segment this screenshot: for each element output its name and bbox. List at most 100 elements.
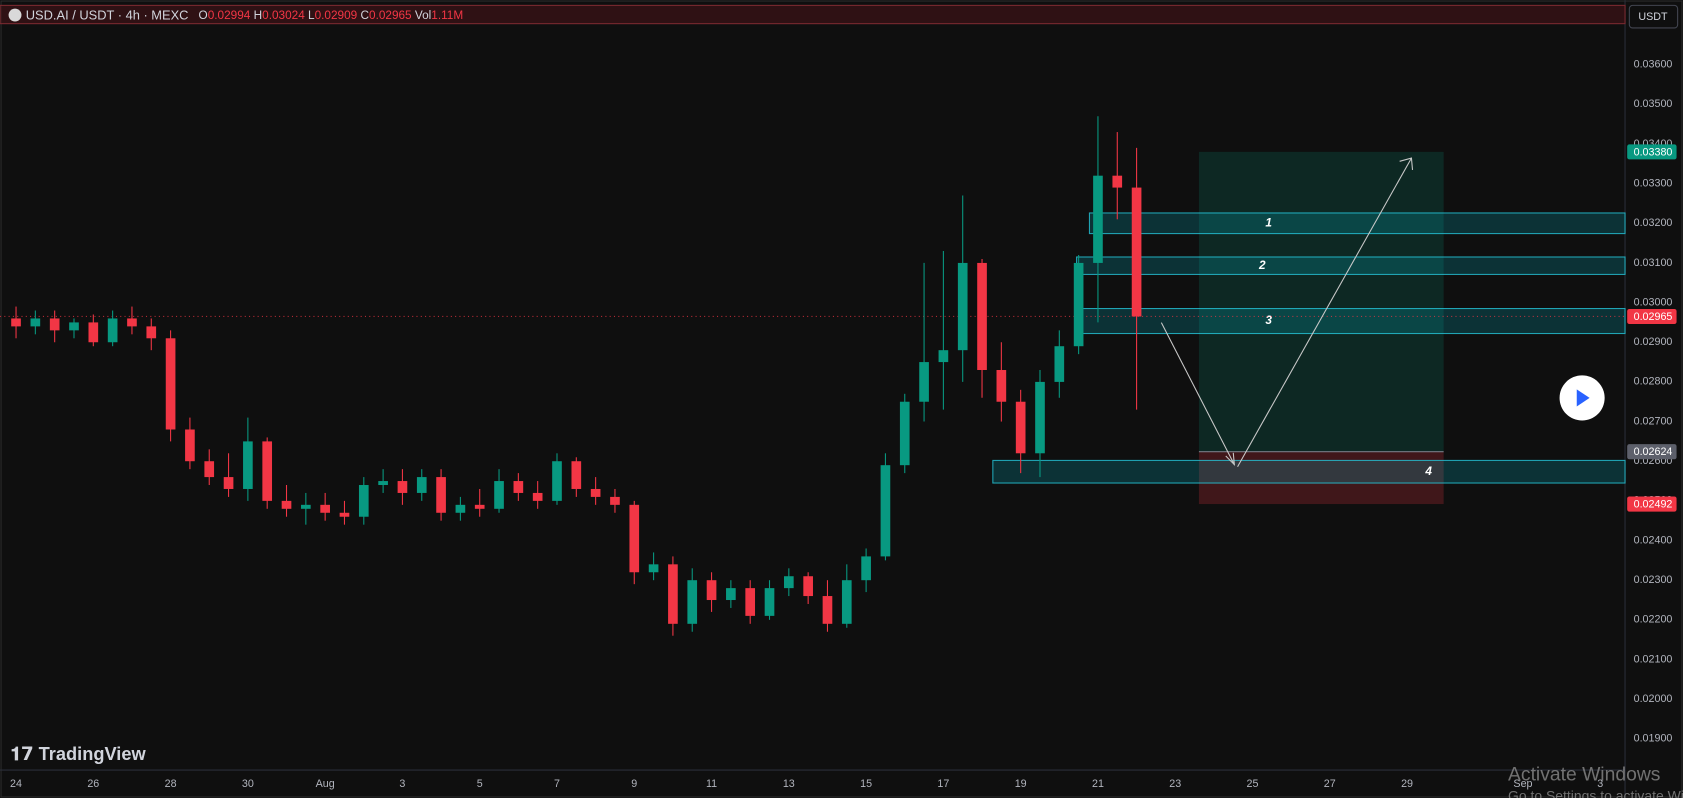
symbol: USD.AI / USDT · 4h · MEXC xyxy=(26,8,189,23)
candle-body xyxy=(1035,381,1045,454)
x-tick-label: 11 xyxy=(706,778,717,790)
price-badge-label: 0.03380 xyxy=(1634,146,1673,158)
x-tick-label: 26 xyxy=(87,778,99,790)
x-tick-label: 7 xyxy=(554,778,560,790)
x-tick-label: 25 xyxy=(1247,778,1259,790)
candle-body xyxy=(474,504,485,509)
candle-body xyxy=(88,322,99,343)
candle-body xyxy=(30,318,41,327)
arrow-down xyxy=(1160,322,1235,465)
play-icon[interactable] xyxy=(1576,389,1590,407)
arrow-head xyxy=(1225,452,1236,467)
arrow-up xyxy=(1237,157,1412,468)
price-badge-label: 0.02492 xyxy=(1634,498,1673,510)
candle-body xyxy=(223,477,234,489)
candle-body xyxy=(339,512,350,517)
y-tick-label: 0.02700 xyxy=(1634,415,1673,427)
candle-body xyxy=(726,588,736,601)
candle-body xyxy=(127,318,137,327)
brand: TradingView xyxy=(39,743,147,764)
x-tick-label: 24 xyxy=(10,778,22,790)
candle-body xyxy=(513,481,524,493)
x-tick-label: 29 xyxy=(1401,778,1413,790)
x-tick-label: Aug xyxy=(316,778,335,790)
zone-label: 2 xyxy=(1258,258,1266,272)
candle-body xyxy=(494,481,504,509)
x-tick-label: 17 xyxy=(937,778,949,790)
ohlc-part: 0.03024 xyxy=(262,8,305,22)
x-tick-label: 9 xyxy=(631,778,637,790)
symbol-icon xyxy=(8,8,22,22)
x-tick-label: 5 xyxy=(477,778,483,790)
zone xyxy=(1088,212,1626,235)
currency[interactable]: USDT xyxy=(1638,11,1668,23)
ohlc-part: Vol xyxy=(415,8,431,22)
candle-body xyxy=(590,488,601,497)
x-tick-label: 15 xyxy=(860,778,872,790)
candle-body xyxy=(977,262,987,371)
candle-body xyxy=(687,580,698,624)
candle-body xyxy=(378,481,388,486)
x-tick-label: 27 xyxy=(1324,778,1336,790)
price-badge-label: 0.02965 xyxy=(1634,311,1673,323)
x-tick-label: 28 xyxy=(165,778,177,790)
ohlc-part: 1.11M xyxy=(431,8,463,22)
candle-body xyxy=(938,350,949,363)
target-zone xyxy=(1198,151,1444,452)
tv-logo: 𝟏𝟳 xyxy=(11,743,34,764)
candle-body xyxy=(784,576,794,589)
y-tick-label: 0.02400 xyxy=(1634,534,1673,546)
candle-body xyxy=(610,496,620,505)
y-tick-label: 0.03000 xyxy=(1634,296,1673,308)
price-badge xyxy=(1627,144,1677,160)
candle-body xyxy=(1131,187,1142,317)
arrow-head xyxy=(1399,157,1414,170)
candle-body xyxy=(1015,401,1026,454)
ohlc-part: O xyxy=(199,8,208,22)
currency-button[interactable] xyxy=(1628,4,1679,29)
candle-body xyxy=(532,492,543,501)
candle-body xyxy=(764,588,775,616)
ohlc-part: 0.02909 xyxy=(315,8,358,22)
x-tick-label: 21 xyxy=(1092,778,1104,790)
zone-label: 1 xyxy=(1265,215,1272,229)
candle-body xyxy=(165,338,176,430)
y-tick-label: 0.03500 xyxy=(1634,98,1673,110)
candle-body xyxy=(397,481,408,493)
x-tick-label: 23 xyxy=(1169,778,1181,790)
price-badge xyxy=(1627,496,1677,512)
candle-body xyxy=(745,588,756,616)
x-tick-label: 19 xyxy=(1015,778,1027,790)
candle-body xyxy=(49,318,60,331)
candle-body xyxy=(107,318,118,343)
watermark: Activate Windows xyxy=(1508,765,1660,786)
candle-body xyxy=(1093,175,1103,263)
candle-body xyxy=(243,441,253,489)
candle-body xyxy=(320,504,330,513)
candle-body xyxy=(841,580,852,624)
y-tick-label: 0.03600 xyxy=(1634,58,1673,70)
candle-body xyxy=(822,596,833,624)
zone xyxy=(1076,307,1626,335)
y-tick-label: 0.02200 xyxy=(1634,614,1673,626)
candle-body xyxy=(69,322,79,331)
candle-body xyxy=(11,318,21,327)
candle-body xyxy=(668,564,678,624)
watermark: Go to Settings to activate Windows. xyxy=(1508,788,1683,798)
ohlc-part: H xyxy=(254,8,263,22)
y-tick-label: 0.02100 xyxy=(1634,653,1673,665)
y-tick-label: 0.03200 xyxy=(1634,217,1673,229)
candle-body xyxy=(146,326,157,339)
y-tick-label: 0.02300 xyxy=(1634,574,1673,586)
candle-body xyxy=(706,580,717,601)
zone-label: 3 xyxy=(1265,313,1272,327)
ohlc-part: 0.02994 xyxy=(208,8,251,22)
header-bar xyxy=(0,4,1626,25)
y-tick-label: 0.03100 xyxy=(1634,257,1673,269)
price-badge xyxy=(1627,444,1677,460)
candle-body xyxy=(185,429,195,462)
candle-body xyxy=(880,465,891,557)
